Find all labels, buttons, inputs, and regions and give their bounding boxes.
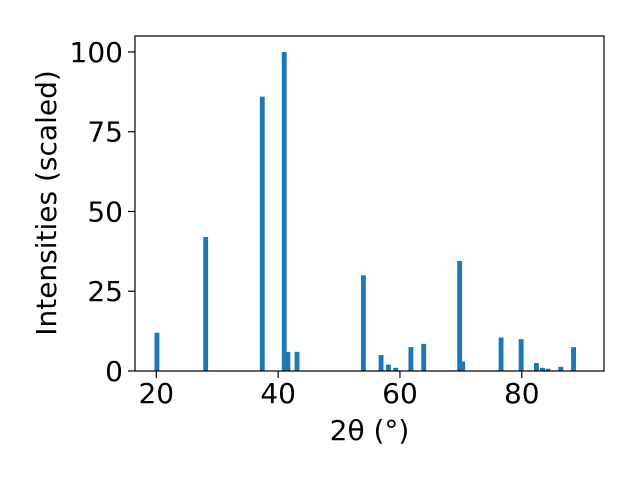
bar: [259, 96, 265, 372]
bar: [281, 51, 287, 371]
y-tick-label: 0: [105, 355, 123, 388]
y-tick-label: 25: [87, 275, 123, 308]
x-tick-label: 20: [138, 377, 174, 410]
bar: [285, 351, 291, 371]
x-tick-label: 60: [382, 377, 418, 410]
bar: [385, 364, 391, 371]
bar: [393, 367, 399, 371]
y-axis-label: Intensities (scaled): [30, 70, 63, 336]
bar: [408, 347, 414, 371]
bar: [457, 260, 463, 371]
y-tick-label: 50: [87, 195, 123, 228]
bar: [421, 343, 427, 371]
x-tick-label: 40: [260, 377, 296, 410]
bar: [460, 361, 466, 371]
x-ticks: 20 40 60 80: [138, 371, 540, 410]
bar: [154, 332, 160, 371]
y-tick-label: 100: [70, 36, 123, 69]
bar: [571, 347, 576, 371]
bars: [154, 51, 576, 372]
plot-frame: [134, 35, 605, 372]
bar: [533, 363, 539, 371]
y-tick-label: 75: [87, 116, 123, 149]
x-tick-label: 80: [504, 377, 540, 410]
bar: [518, 339, 524, 371]
bar: [498, 337, 504, 371]
bar: [294, 351, 300, 371]
y-ticks: 0 25 50 75 100: [70, 36, 135, 388]
bar: [558, 366, 564, 371]
bar: [545, 368, 551, 371]
bar: [540, 367, 545, 371]
x-axis-label: 2θ (°): [330, 414, 410, 447]
bar: [360, 275, 366, 371]
bar: [378, 355, 384, 371]
bar: [203, 237, 209, 371]
